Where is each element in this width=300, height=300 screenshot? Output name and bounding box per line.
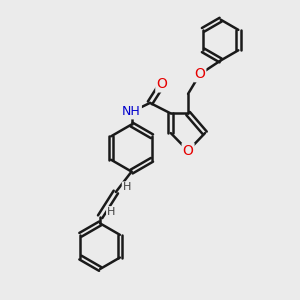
Text: H: H bbox=[123, 182, 131, 192]
Text: O: O bbox=[194, 67, 205, 81]
Text: O: O bbox=[156, 77, 167, 92]
Text: H: H bbox=[107, 207, 115, 217]
Text: O: O bbox=[183, 144, 194, 158]
Text: NH: NH bbox=[122, 105, 141, 119]
